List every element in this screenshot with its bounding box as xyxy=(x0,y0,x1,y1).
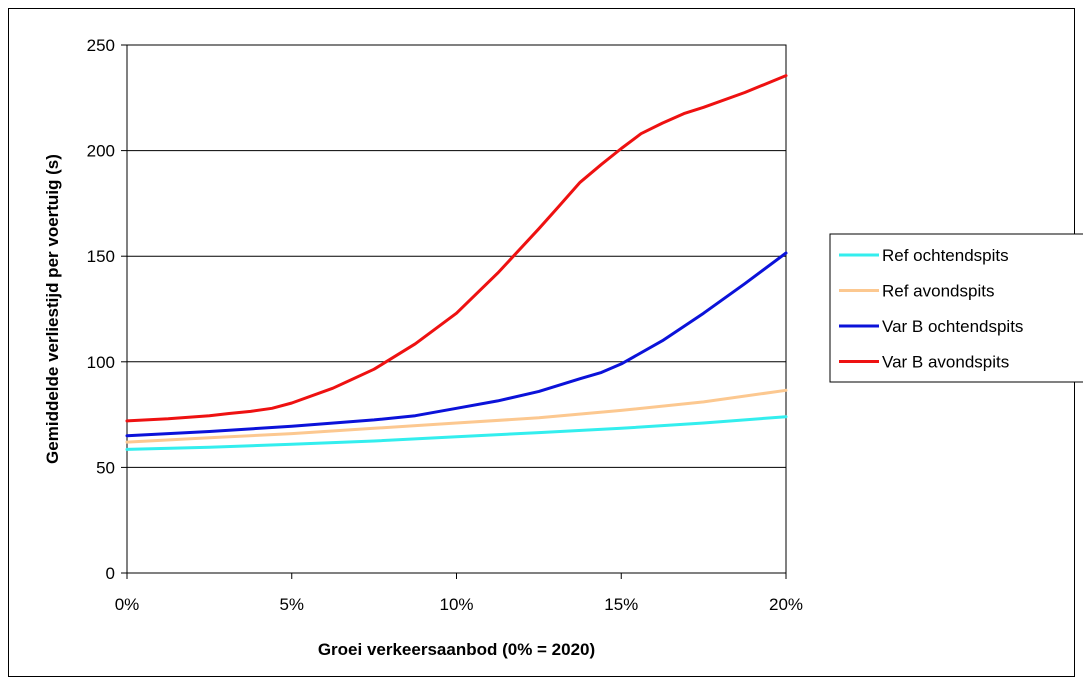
x-tick-label: 15% xyxy=(604,595,638,614)
gridlines xyxy=(127,150,786,468)
legend-box xyxy=(829,233,1083,383)
series-line-ref-ochtendspits xyxy=(125,415,788,451)
x-axis-ticks: 0% 5% 10% 15% 20% xyxy=(115,573,803,614)
legend-label: Ref avondspits xyxy=(882,282,994,301)
series-line-var-b-avondspits xyxy=(125,74,788,423)
y-tick-label: 0 xyxy=(106,564,115,583)
legend-label: Var B avondspits xyxy=(882,353,1009,372)
y-axis-ticks: 0 50 100 150 200 250 xyxy=(87,36,127,583)
y-tick-label: 200 xyxy=(87,142,115,161)
y-tick-label: 250 xyxy=(87,36,115,55)
x-tick-label: 10% xyxy=(439,595,473,614)
y-tick-label: 100 xyxy=(87,353,115,372)
y-tick-label: 150 xyxy=(87,247,115,266)
series-line-var-b-ochtendspits xyxy=(125,251,788,438)
x-tick-label: 5% xyxy=(279,595,304,614)
x-tick-label: 0% xyxy=(115,595,140,614)
plot-area xyxy=(126,44,787,574)
x-tick-label: 20% xyxy=(769,595,803,614)
series-line-ref-avondspits xyxy=(125,388,788,444)
legend-label: Ref ochtendspits xyxy=(882,246,1009,265)
legend-label: Var B ochtendspits xyxy=(882,317,1023,336)
x-axis-title: Groei verkeersaanbod (0% = 2020) xyxy=(318,640,595,659)
legend: Ref ochtendspits Ref avondspits Var B ocht… xyxy=(829,233,1083,383)
series-lines xyxy=(125,74,788,451)
y-axis-title: Gemiddelde verliestijd per voertuig (s) xyxy=(43,154,62,464)
y-tick-label: 50 xyxy=(96,458,115,477)
